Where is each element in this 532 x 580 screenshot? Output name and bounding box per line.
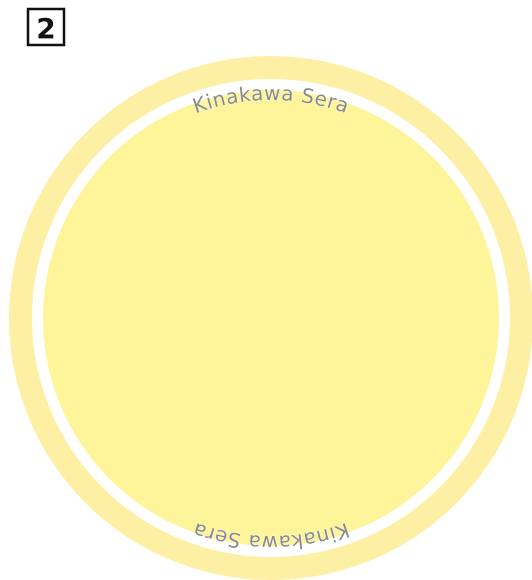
inner-disc — [43, 90, 499, 546]
badge-box — [26, 7, 66, 47]
badge-number: 2 — [36, 12, 55, 45]
